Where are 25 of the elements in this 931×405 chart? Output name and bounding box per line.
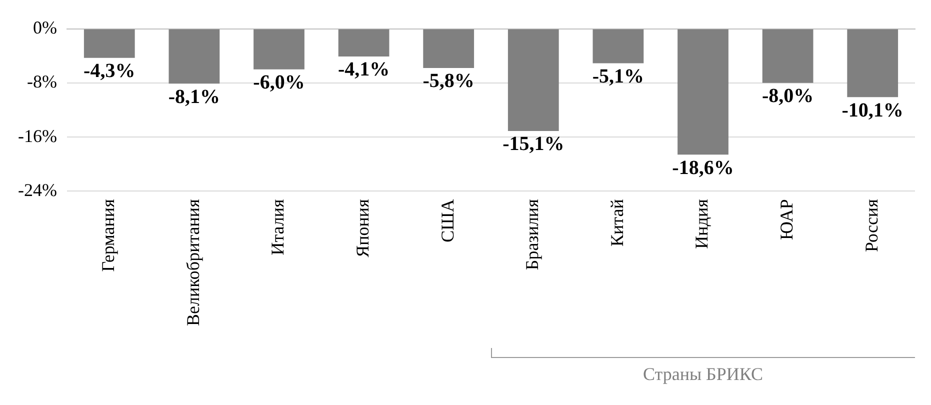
data-label: -4,1% (338, 58, 390, 81)
x-tick-label: Бразилия (522, 199, 542, 270)
x-tick-label: США (437, 199, 458, 242)
y-tick-label: -16% (18, 126, 57, 146)
x-tick-label: Германия (98, 199, 118, 272)
x-tick-label: Россия (861, 199, 882, 252)
data-label: -5,1% (592, 65, 644, 88)
y-tick-label: -8% (26, 72, 57, 92)
data-label: -8,0% (762, 85, 814, 108)
text: Страны БРИКС (642, 364, 764, 385)
x-tick-label: Италия (268, 199, 288, 256)
data-label: -4,3% (84, 60, 136, 82)
data-label: -10,1% (842, 99, 904, 122)
x-tick-label: ЮАР (776, 199, 797, 240)
x-tick-label: Китай (606, 198, 627, 247)
data-label: -5,8% (422, 70, 474, 92)
y-tick-label: 0% (32, 18, 57, 38)
x-tick-label: Япония (352, 199, 373, 258)
y-tick-label: -24% (18, 180, 57, 200)
data-label: -15,1% (502, 133, 564, 156)
data-label: -8,1% (168, 86, 220, 108)
data-label: -18,6% (672, 156, 734, 179)
x-tick-label: Великобритания (182, 199, 203, 326)
data-label: -6,0% (253, 72, 305, 94)
x-tick-label: Индия (692, 199, 712, 249)
